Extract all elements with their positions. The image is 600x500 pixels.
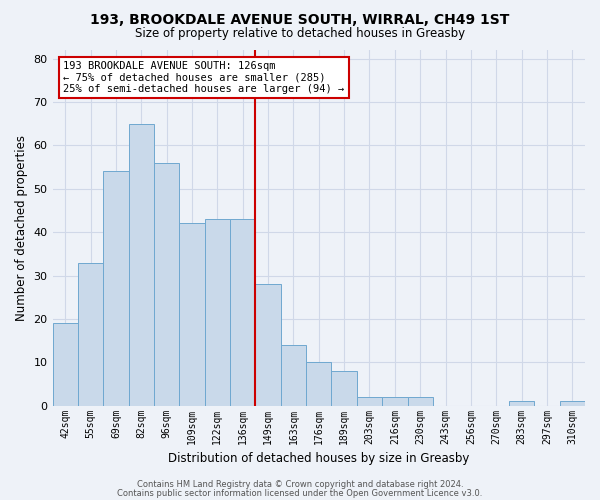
Bar bbox=[509, 402, 534, 406]
Text: Contains HM Land Registry data © Crown copyright and database right 2024.: Contains HM Land Registry data © Crown c… bbox=[137, 480, 463, 489]
Bar bbox=[230, 219, 256, 406]
Bar bbox=[306, 362, 331, 406]
Text: Contains public sector information licensed under the Open Government Licence v3: Contains public sector information licen… bbox=[118, 489, 482, 498]
Bar bbox=[407, 397, 433, 406]
Bar bbox=[331, 371, 357, 406]
Bar bbox=[154, 163, 179, 406]
Bar bbox=[128, 124, 154, 406]
Bar bbox=[357, 397, 382, 406]
Bar bbox=[382, 397, 407, 406]
Text: Size of property relative to detached houses in Greasby: Size of property relative to detached ho… bbox=[135, 28, 465, 40]
Bar bbox=[78, 262, 103, 406]
Bar bbox=[205, 219, 230, 406]
Bar bbox=[53, 323, 78, 406]
Bar bbox=[256, 284, 281, 406]
X-axis label: Distribution of detached houses by size in Greasby: Distribution of detached houses by size … bbox=[168, 452, 469, 465]
Bar bbox=[179, 224, 205, 406]
Bar bbox=[281, 345, 306, 406]
Bar bbox=[103, 172, 128, 406]
Text: 193 BROOKDALE AVENUE SOUTH: 126sqm
← 75% of detached houses are smaller (285)
25: 193 BROOKDALE AVENUE SOUTH: 126sqm ← 75%… bbox=[63, 60, 344, 94]
Text: 193, BROOKDALE AVENUE SOUTH, WIRRAL, CH49 1ST: 193, BROOKDALE AVENUE SOUTH, WIRRAL, CH4… bbox=[91, 12, 509, 26]
Y-axis label: Number of detached properties: Number of detached properties bbox=[15, 135, 28, 321]
Bar bbox=[560, 402, 585, 406]
